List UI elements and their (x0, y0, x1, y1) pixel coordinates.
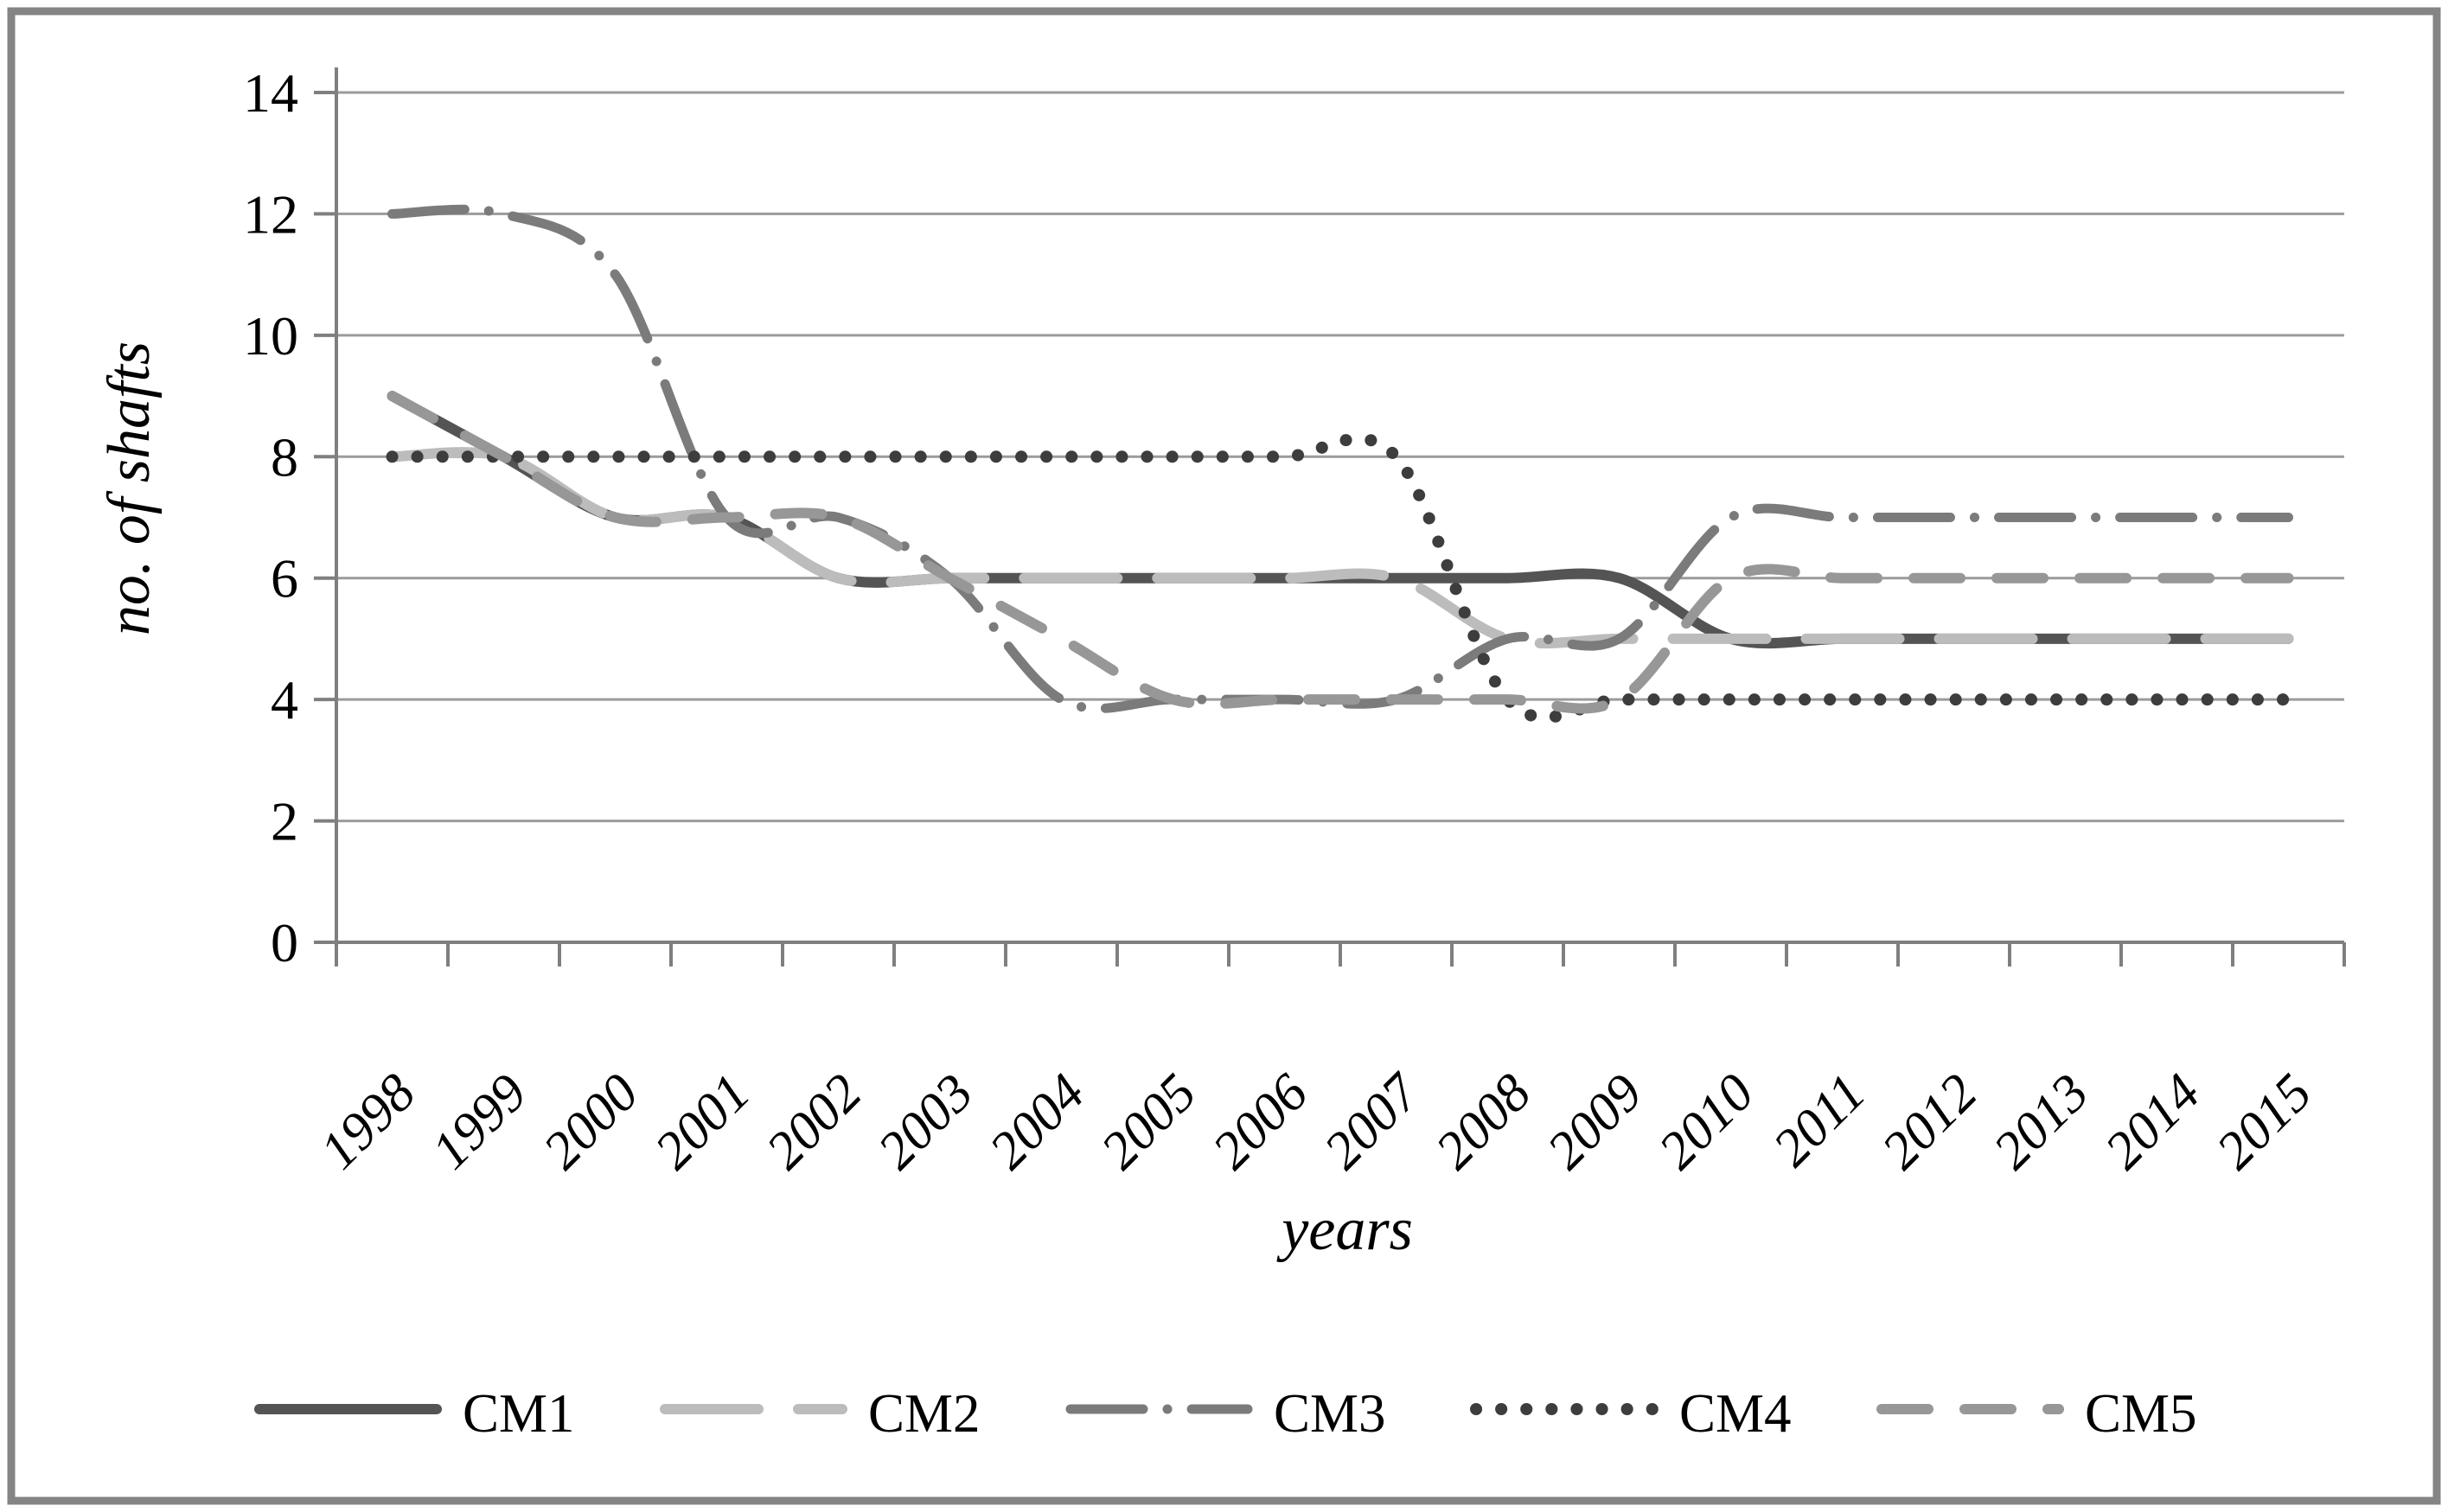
x-tick-label: 2014 (2094, 1063, 2212, 1181)
x-tick-label: 2001 (644, 1063, 762, 1181)
y-tick-label: 14 (243, 62, 298, 124)
y-tick-label: 8 (271, 426, 298, 488)
x-tick-label: 1999 (421, 1063, 539, 1181)
y-tick-label: 0 (271, 912, 298, 973)
series-lines (386, 204, 2295, 724)
x-tick-label: 1998 (310, 1063, 427, 1181)
y-tick-label: 4 (271, 669, 298, 730)
x-tick-label: 2011 (1762, 1063, 1877, 1178)
y-tick-labels: 0 2 4 6 8 10 12 14 (243, 62, 298, 973)
legend-item-cm2: CM2 (660, 1383, 981, 1444)
legend-item-cm1: CM1 (254, 1383, 575, 1444)
legend-item-cm4: CM4 (1470, 1383, 1792, 1444)
y-tick-label: 6 (271, 548, 298, 609)
x-tick-label: 2004 (979, 1063, 1096, 1181)
y-tick-label: 12 (243, 183, 298, 245)
legend-item-cm5: CM5 (1876, 1383, 2197, 1444)
legend-label-cm4: CM4 (1679, 1383, 1792, 1444)
legend-item-cm3: CM3 (1065, 1383, 1386, 1444)
x-tick-labels: 1998199920002001200220032004200520062007… (310, 1062, 2323, 1181)
legend-label-cm3: CM3 (1274, 1383, 1386, 1444)
series-line-cm5 (387, 391, 2294, 714)
y-tick-label: 10 (243, 305, 298, 367)
series-line-cm4 (386, 432, 2295, 724)
legend-label-cm5: CM5 (2085, 1383, 2197, 1444)
x-tick-label: 2008 (1425, 1063, 1543, 1181)
gridlines (336, 91, 2344, 823)
y-tick-label: 2 (271, 791, 298, 852)
x-tick-label: 2000 (533, 1063, 650, 1181)
outer-border (7, 7, 2441, 1505)
legend-label-cm2: CM2 (868, 1383, 981, 1444)
x-tick-label: 2013 (1983, 1063, 2100, 1181)
x-tick-label: 2005 (1090, 1063, 1208, 1181)
x-tick-label: 2006 (1202, 1063, 1320, 1181)
series-line-cm2 (387, 447, 2294, 649)
axes (314, 67, 2346, 967)
x-tick-label: 2015 (2206, 1063, 2323, 1181)
x-tick-label: 2007 (1313, 1062, 1433, 1181)
x-tick-label: 2009 (1537, 1063, 1654, 1181)
x-tick-label: 2010 (1648, 1063, 1766, 1181)
x-tick-label: 2003 (867, 1063, 985, 1181)
legend-label-cm1: CM1 (463, 1383, 575, 1444)
legend: CM1 CM2 CM3 CM4 CM5 (254, 1383, 2197, 1444)
y-axis-title: no. of shafts (96, 341, 163, 635)
x-tick-label: 2002 (756, 1063, 873, 1181)
series-line-cm3 (387, 204, 2293, 714)
x-axis-title: years (1276, 1196, 1413, 1263)
x-tick-label: 2012 (1871, 1063, 1989, 1181)
